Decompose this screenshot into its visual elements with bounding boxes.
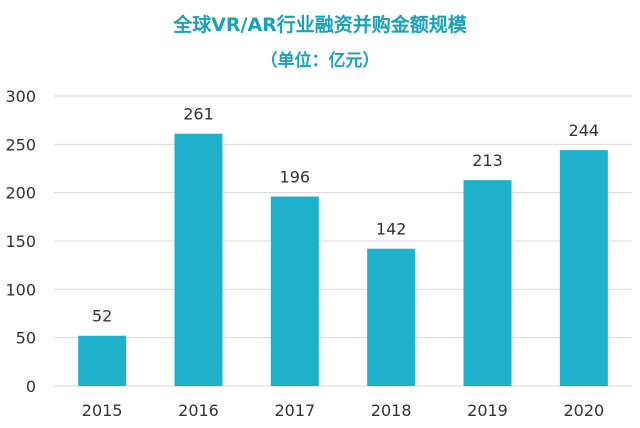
bar-2019 [463,180,512,386]
x-tick-label: 2017 [274,401,315,420]
data-label-2018: 142 [376,220,407,239]
y-tick-label: 0 [26,377,36,396]
data-label-2020: 244 [569,121,600,140]
y-tick-label: 200 [5,184,36,203]
y-tick-label: 100 [5,280,36,299]
bar-2016 [174,133,223,386]
chart-title: 全球VR/AR行业融资并购金额规模 [173,14,467,36]
x-tick-label: 2019 [467,401,508,420]
bar-2015 [78,335,127,386]
y-tick-label: 250 [5,135,36,154]
chart-subtitle: （单位：亿元） [260,51,380,71]
data-label-2016: 261 [183,105,214,124]
x-tick-label: 2018 [371,401,412,420]
bar-2020 [559,150,608,386]
data-label-2019: 213 [472,151,503,170]
x-tick-label: 2020 [563,401,604,420]
x-tick-label: 2016 [178,401,219,420]
y-tick-label: 50 [16,329,36,348]
data-label-2015: 52 [92,307,112,326]
data-label-2017: 196 [280,168,311,187]
bar-2017 [270,196,319,386]
x-tick-label: 2015 [82,401,123,420]
bar-2018 [367,248,416,386]
y-tick-label: 300 [5,87,36,106]
y-tick-label: 150 [5,232,36,251]
